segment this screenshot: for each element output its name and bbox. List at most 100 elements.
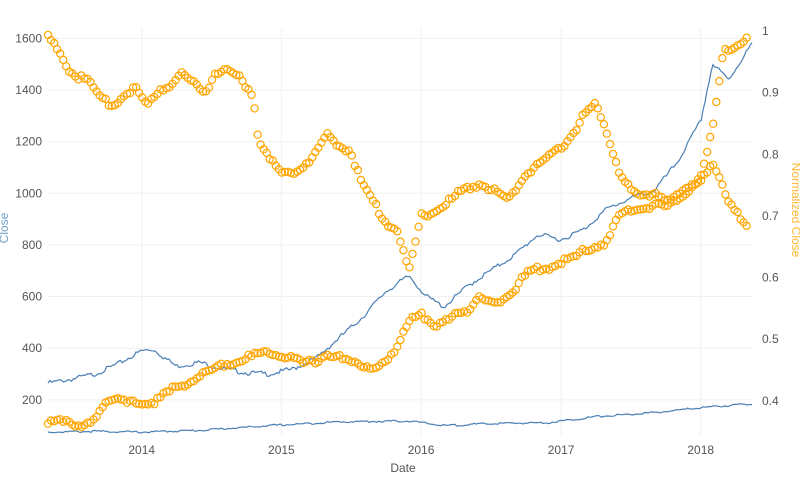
scatter-point — [639, 190, 648, 200]
scatter-point — [399, 246, 408, 255]
scatter-point — [371, 199, 381, 209]
scatter-point — [405, 263, 414, 272]
x-tick-label: 2014 — [128, 443, 155, 457]
y2-tick-label: 0.8 — [762, 147, 779, 161]
scatter-point — [408, 249, 417, 259]
scatter-point — [253, 349, 262, 358]
scatter-point — [219, 65, 229, 74]
scatter-point — [247, 90, 256, 100]
y-tick-label: 600 — [22, 290, 42, 304]
scatter-point — [602, 129, 612, 138]
scatter-point — [134, 399, 144, 408]
y2-tick-label: 0.9 — [762, 86, 779, 100]
scatter-point — [718, 180, 727, 189]
grid — [48, 28, 752, 436]
scatter-point — [250, 104, 259, 113]
scatter-point — [715, 172, 724, 182]
y2-tick-label: 1 — [762, 24, 769, 38]
scatter-point — [289, 353, 299, 363]
scatter-point — [250, 348, 259, 358]
scatter-point — [326, 352, 335, 361]
scatter-point — [696, 170, 706, 180]
scatter-point — [593, 104, 603, 113]
scatter-point — [131, 399, 141, 408]
scatter-point — [703, 147, 712, 157]
scatter-point — [417, 308, 426, 317]
scatter-point — [305, 355, 314, 365]
scatter-point — [718, 53, 727, 63]
scatter-point — [137, 400, 147, 409]
scatter-point — [140, 399, 150, 409]
y2-axis-title: Normalized Close — [789, 163, 800, 258]
scatter-point — [347, 151, 356, 160]
scatter-point — [742, 221, 751, 231]
scatter-point — [168, 382, 177, 391]
scatter-point — [393, 227, 402, 236]
scatter-point — [128, 83, 138, 92]
y2-tick-label: 0.5 — [762, 332, 779, 346]
scatter-point — [523, 266, 533, 276]
scatter-point — [742, 33, 751, 42]
scatter-point — [253, 130, 262, 139]
scatter-point — [484, 185, 493, 195]
scatter-point — [721, 190, 730, 199]
normalized-close-points — [43, 30, 751, 272]
scatter-point — [560, 254, 569, 263]
scatter-point — [347, 358, 356, 367]
scatter-point — [554, 143, 563, 153]
scatter-point — [709, 119, 718, 128]
scatter-point — [408, 312, 417, 322]
scatter-point — [636, 205, 645, 214]
y-tick-label: 200 — [22, 393, 42, 407]
scatter-point — [605, 231, 615, 240]
scatter-point — [712, 97, 721, 107]
x-axis-title: Date — [390, 461, 416, 475]
scatter-point — [490, 298, 499, 307]
y-tick-label: 1000 — [15, 186, 42, 200]
y-tick-label: 800 — [22, 238, 42, 252]
scatter-point — [171, 382, 180, 391]
scatter-point — [599, 120, 609, 129]
scatter-point — [338, 354, 347, 364]
scatter-point — [80, 74, 89, 83]
scatter-point — [104, 101, 114, 110]
scatter-point — [660, 201, 669, 211]
scatter-point — [393, 342, 402, 351]
y-axis-title: Close — [0, 212, 11, 243]
scatter-point — [420, 315, 429, 324]
x-tick-label: 2015 — [268, 443, 295, 457]
scatter-point — [396, 335, 405, 345]
scatter-point — [210, 69, 220, 78]
scatter-point — [596, 113, 606, 122]
scatter-point — [453, 308, 463, 317]
y-tick-label: 400 — [22, 341, 42, 355]
scatter-point — [396, 237, 405, 246]
scatter-point — [162, 387, 171, 396]
scatter-point — [274, 352, 284, 361]
scatter-point — [569, 252, 578, 261]
scatter-point — [511, 285, 521, 294]
y2-tick-label: 0.4 — [762, 394, 779, 408]
y-tick-label: 1400 — [15, 83, 42, 97]
scatter-point — [268, 350, 277, 360]
scatter-point — [575, 118, 584, 127]
scatter-point — [605, 139, 615, 149]
scatter-point — [353, 165, 362, 175]
y2-tick-label: 0.7 — [762, 209, 779, 223]
scatter-point — [651, 199, 660, 208]
y-tick-label: 1600 — [15, 31, 42, 45]
scatter-point — [198, 87, 208, 96]
scatter-point — [572, 125, 581, 135]
scatter-point — [414, 222, 423, 231]
scatter-point — [153, 393, 162, 403]
plot-area — [43, 30, 753, 434]
x-tick-label: 2017 — [548, 443, 575, 457]
scatter-point — [636, 191, 645, 200]
scatter-point — [365, 364, 375, 373]
close-price-line — [47, 403, 753, 434]
scatter-point — [633, 205, 642, 214]
scatter-point — [554, 259, 563, 268]
scatter-point — [611, 157, 621, 167]
scatter-point — [450, 309, 460, 318]
